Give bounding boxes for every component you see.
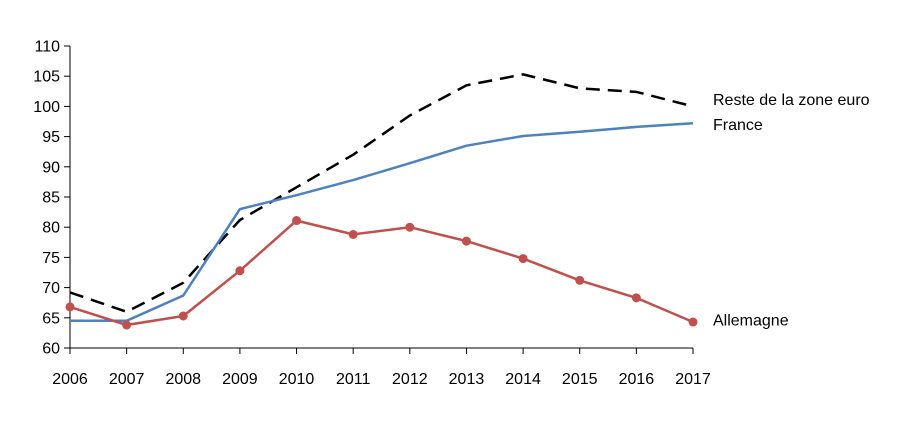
x-tick-label: 2009 xyxy=(222,371,258,388)
x-tick-label: 2015 xyxy=(562,371,598,388)
y-tick-label: 65 xyxy=(42,310,60,327)
x-tick-label: 2008 xyxy=(165,371,201,388)
data-point-allemagne xyxy=(292,216,302,226)
series-label-france: France xyxy=(713,117,763,134)
x-tick-label: 2017 xyxy=(675,371,711,388)
data-point-allemagne xyxy=(631,293,641,303)
data-point-allemagne xyxy=(235,266,245,276)
y-axis-ticks: 60 65 70 75 80 85 90 95 100 105 110 xyxy=(33,39,70,358)
x-tick-label: 2010 xyxy=(279,371,315,388)
y-tick-label: 80 xyxy=(42,220,60,237)
data-point-allemagne xyxy=(178,311,188,321)
series-line-reste-de-la-zone-euro xyxy=(69,73,694,314)
y-tick-label: 85 xyxy=(42,190,60,207)
series-line-allemagne xyxy=(69,219,694,327)
x-tick-label: 2014 xyxy=(505,371,541,388)
series-layer xyxy=(65,73,698,330)
data-point-allemagne xyxy=(688,317,698,327)
y-tick-label: 75 xyxy=(42,250,60,267)
data-point-allemagne xyxy=(405,222,415,232)
y-tick-label: 90 xyxy=(42,159,60,176)
x-tick-label: 2013 xyxy=(449,371,485,388)
x-axis-ticks: 2006 2007 2008 2009 2010 2011 2012 2013 2014 2015… xyxy=(52,348,711,388)
y-tick-label: 70 xyxy=(42,280,60,297)
y-tick-label: 100 xyxy=(33,99,60,116)
data-point-allemagne xyxy=(122,320,132,330)
x-tick-label: 2006 xyxy=(52,371,88,388)
y-tick-label: 60 xyxy=(42,341,60,358)
axes xyxy=(69,46,693,349)
data-point-allemagne xyxy=(348,229,358,239)
x-tick-label: 2007 xyxy=(109,371,145,388)
series-labels: Reste de la zone euro France Allemagne xyxy=(713,92,870,330)
x-tick-label: 2012 xyxy=(392,371,428,388)
data-point-allemagne xyxy=(575,275,585,285)
x-tick-label: 2016 xyxy=(619,371,655,388)
data-point-allemagne xyxy=(461,236,471,246)
y-tick-label: 110 xyxy=(34,39,60,56)
series-label-allemagne: Allemagne xyxy=(713,313,789,330)
data-point-allemagne xyxy=(65,302,75,312)
x-tick-label: 2011 xyxy=(336,371,371,388)
y-tick-label: 95 xyxy=(42,129,60,146)
data-point-allemagne xyxy=(518,254,528,264)
series-label-reste-de-la-zone-euro: Reste de la zone euro xyxy=(713,92,870,109)
y-tick-label: 105 xyxy=(33,69,60,86)
series-line-france xyxy=(70,122,694,323)
